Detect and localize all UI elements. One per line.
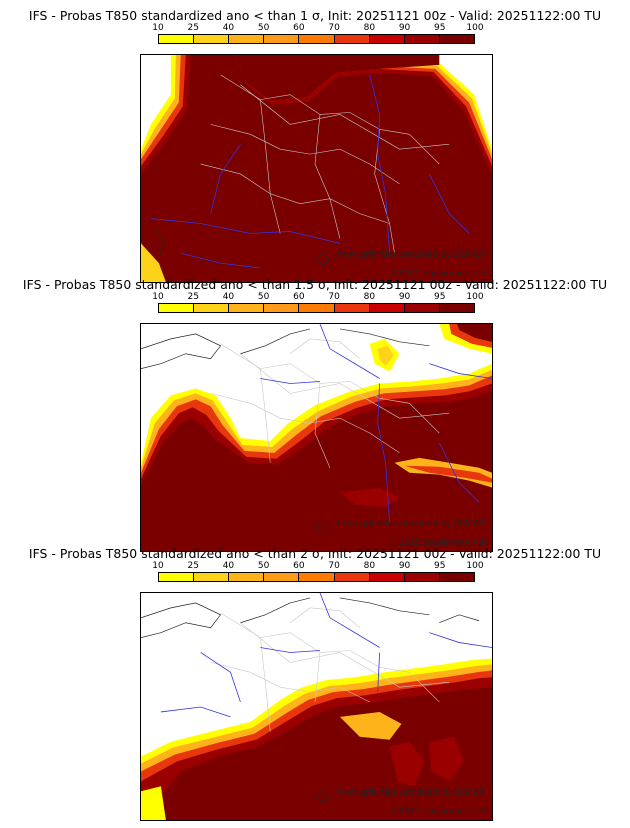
colorbar-swatch	[334, 35, 370, 43]
colorbar-tick-label: 50	[257, 292, 270, 302]
colorbar-swatch	[334, 573, 370, 581]
colorbar-swatch	[229, 35, 265, 43]
copyright-credit: ©2025 sbgsimone.net	[390, 538, 487, 548]
colorbar-swatch	[159, 573, 195, 581]
colorbar-tick-label: 25	[187, 23, 199, 33]
colorbar-tick-label: 60	[293, 23, 305, 33]
colorbar-swatch	[159, 35, 195, 43]
colorbar-swatch	[264, 304, 300, 312]
colorbar-tick-label: 50	[257, 23, 270, 33]
colorbar-swatch	[299, 35, 335, 43]
colorbar-tick-label: 80	[363, 292, 376, 302]
map-graphic	[141, 593, 492, 820]
colorbar-swatch	[439, 304, 474, 312]
colorbar-swatch	[299, 573, 335, 581]
colorbar-swatch	[194, 304, 230, 312]
colorbar-tick-label: 40	[222, 23, 235, 33]
colorbar-tick-label: 10	[152, 561, 164, 571]
colorbar-tick-label: 25	[187, 561, 199, 571]
colorbar-tick-label: 80	[363, 23, 376, 33]
colorbar-swatch	[334, 304, 370, 312]
colorbar-swatch	[404, 573, 440, 581]
colorbar-tick-label: 95	[434, 23, 446, 33]
panel-title: IFS - Probas T850 standardized ano < tha…	[28, 8, 602, 23]
colorbar-tick-labels: 10 25 40 50 60 70 80 90 95 100	[140, 23, 500, 35]
colorbar-tick-label: 90	[398, 23, 411, 33]
panel-2: IFS - Probas T850 standardized ano < tha…	[0, 277, 630, 553]
probability-map: from grib files provided by ECMWF ©2025 …	[140, 592, 493, 821]
probability-map: from grib files provided by ECMWF ©2025 …	[140, 323, 493, 552]
colorbar-swatch	[194, 573, 230, 581]
panel-3: IFS - Probas T850 standardized ano < tha…	[0, 546, 630, 822]
colorbar-swatch	[264, 573, 300, 581]
colorbar-tick-label: 90	[398, 561, 411, 571]
colorbar-swatch	[404, 304, 440, 312]
data-source-credit: from grib files provided by ECMWF	[337, 519, 486, 529]
colorbar-tick-label: 25	[187, 292, 199, 302]
colorbar-tick-labels: 10 25 40 50 60 70 80 90 95 100	[140, 292, 500, 304]
colorbar-tick-label: 90	[398, 292, 411, 302]
panel-title: IFS - Probas T850 standardized ano < tha…	[28, 546, 602, 561]
colorbar-tick-label: 95	[434, 561, 446, 571]
colorbar-tick-label: 40	[222, 561, 235, 571]
panel-title: IFS - Probas T850 standardized ano < tha…	[22, 277, 608, 292]
colorbar-tick-label: 70	[328, 23, 340, 33]
colorbar-swatch	[229, 573, 265, 581]
colorbar	[158, 572, 475, 582]
copyright-credit: ©2025 sbgsimone.net	[390, 269, 487, 279]
colorbar-swatch	[369, 35, 405, 43]
map-graphic	[141, 55, 492, 282]
probability-map: from grib files provided by ECMWF ©2025 …	[140, 54, 493, 283]
data-source-credit: from grib files provided by ECMWF	[337, 250, 486, 260]
colorbar-tick-label: 10	[152, 23, 164, 33]
colorbar-tick-label: 100	[466, 292, 484, 302]
colorbar-swatch	[159, 304, 195, 312]
colorbar-tick-label: 60	[293, 561, 305, 571]
data-source-credit: from grib files provided by ECMWF	[337, 788, 486, 798]
colorbar-tick-label: 10	[152, 292, 164, 302]
colorbar-tick-label: 80	[363, 561, 376, 571]
colorbar-tick-label: 100	[466, 23, 484, 33]
colorbar-swatch	[369, 573, 405, 581]
colorbar-swatch	[439, 35, 474, 43]
colorbar	[158, 34, 475, 44]
copyright-credit: ©2025 sbgsimone.net	[390, 807, 487, 817]
colorbar-tick-label: 50	[257, 561, 270, 571]
colorbar-tick-label: 100	[466, 561, 484, 571]
colorbar-tick-label: 60	[293, 292, 305, 302]
colorbar-swatch	[299, 304, 335, 312]
panel-1: IFS - Probas T850 standardized ano < tha…	[0, 8, 630, 284]
colorbar-swatch	[404, 35, 440, 43]
map-graphic	[141, 324, 492, 551]
colorbar-swatch	[439, 573, 474, 581]
colorbar-tick-labels: 10 25 40 50 60 70 80 90 95 100	[140, 561, 500, 573]
colorbar-tick-label: 70	[328, 561, 340, 571]
colorbar-swatch	[194, 35, 230, 43]
colorbar-tick-label: 70	[328, 292, 340, 302]
colorbar-swatch	[229, 304, 265, 312]
colorbar-swatch	[369, 304, 405, 312]
colorbar-tick-label: 95	[434, 292, 446, 302]
colorbar-tick-label: 40	[222, 292, 235, 302]
colorbar-swatch	[264, 35, 300, 43]
colorbar	[158, 303, 475, 313]
